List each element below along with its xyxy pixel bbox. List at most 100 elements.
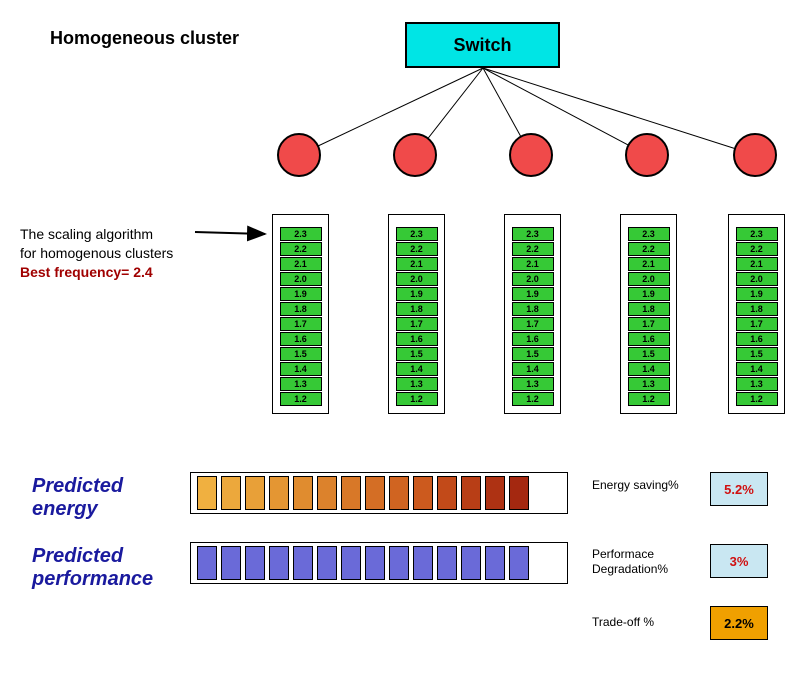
frequency-cell: 2.1 [628, 257, 670, 271]
frequency-cell: 1.7 [512, 317, 554, 331]
energy-bar-segment [365, 476, 385, 510]
frequency-cell: 2.3 [396, 227, 438, 241]
frequency-cell: 1.5 [512, 347, 554, 361]
frequency-cell: 1.7 [628, 317, 670, 331]
cluster-node [625, 133, 669, 177]
energy-bar-segment [317, 476, 337, 510]
energy-bar-segment [197, 476, 217, 510]
frequency-cell: 1.7 [280, 317, 322, 331]
frequency-cell: 1.5 [736, 347, 778, 361]
frequency-cell: 2.0 [628, 272, 670, 286]
frequency-cell: 1.4 [512, 362, 554, 376]
energy-saving-value: 5.2% [724, 482, 754, 497]
frequency-cell: 2.0 [736, 272, 778, 286]
frequency-cell: 2.3 [736, 227, 778, 241]
tradeoff-text: Trade-off % [592, 615, 654, 629]
frequency-cell: 1.7 [396, 317, 438, 331]
frequency-cell: 1.3 [512, 377, 554, 391]
frequency-cell: 1.8 [512, 302, 554, 316]
frequency-cell: 1.4 [736, 362, 778, 376]
cluster-node [509, 133, 553, 177]
diagram-title: Homogeneous cluster [50, 28, 239, 49]
frequency-cell: 2.3 [512, 227, 554, 241]
predicted-energy-bar [190, 472, 568, 514]
frequency-cell: 2.2 [736, 242, 778, 256]
frequency-cell: 1.7 [736, 317, 778, 331]
performance-bar-segment [197, 546, 217, 580]
frequency-cell: 2.2 [628, 242, 670, 256]
tradeoff-label: Trade-off % [592, 615, 692, 630]
frequency-column: 2.32.22.12.01.91.81.71.61.51.41.31.2 [272, 214, 329, 414]
frequency-cell: 1.9 [736, 287, 778, 301]
frequency-cell: 2.1 [280, 257, 322, 271]
frequency-cell: 2.2 [396, 242, 438, 256]
performance-bar-segment [269, 546, 289, 580]
frequency-cell: 2.2 [512, 242, 554, 256]
tradeoff-box: 2.2% [710, 606, 768, 640]
frequency-cell: 1.9 [396, 287, 438, 301]
performance-bar-segment [317, 546, 337, 580]
algo-line1: The scaling algorithm [20, 226, 153, 242]
frequency-column: 2.32.22.12.01.91.81.71.61.51.41.31.2 [504, 214, 561, 414]
frequency-cell: 1.3 [280, 377, 322, 391]
energy-bar-segment [245, 476, 265, 510]
energy-saving-label: Energy saving% [592, 478, 692, 493]
perf-degradation-label: Performace Degradation% [592, 547, 702, 577]
energy-bar-segment [509, 476, 529, 510]
frequency-cell: 1.4 [628, 362, 670, 376]
tradeoff-value: 2.2% [724, 616, 754, 631]
frequency-cell: 1.8 [628, 302, 670, 316]
frequency-cell: 1.6 [736, 332, 778, 346]
energy-bar-segment [341, 476, 361, 510]
frequency-cell: 1.5 [628, 347, 670, 361]
cluster-node [393, 133, 437, 177]
frequency-column: 2.32.22.12.01.91.81.71.61.51.41.31.2 [728, 214, 785, 414]
energy-bar-segment [437, 476, 457, 510]
frequency-cell: 1.9 [628, 287, 670, 301]
perf-degradation-value: 3% [730, 554, 749, 569]
predicted-performance-label: Predicted performance [32, 545, 182, 591]
energy-bar-segment [413, 476, 433, 510]
energy-bar-segment [221, 476, 241, 510]
performance-bar-segment [485, 546, 505, 580]
performance-bar-segment [293, 546, 313, 580]
frequency-cell: 1.3 [736, 377, 778, 391]
energy-bar-segment [461, 476, 481, 510]
perf-degradation-text: Performace Degradation% [592, 547, 668, 576]
switch-label: Switch [453, 35, 511, 56]
predicted-energy-label: Predicted energy [32, 475, 162, 521]
frequency-cell: 2.3 [628, 227, 670, 241]
frequency-column: 2.32.22.12.01.91.81.71.61.51.41.31.2 [388, 214, 445, 414]
frequency-cell: 1.2 [280, 392, 322, 406]
frequency-cell: 2.0 [396, 272, 438, 286]
performance-bar-segment [221, 546, 241, 580]
performance-bar-segment [389, 546, 409, 580]
frequency-column: 2.32.22.12.01.91.81.71.61.51.41.31.2 [620, 214, 677, 414]
performance-bar-segment [341, 546, 361, 580]
energy-bar-segment [293, 476, 313, 510]
algo-line2: for homogenous clusters [20, 245, 173, 261]
performance-bar-segment [365, 546, 385, 580]
performance-bar-segment [245, 546, 265, 580]
frequency-cell: 1.5 [396, 347, 438, 361]
frequency-cell: 1.8 [396, 302, 438, 316]
energy-saving-box: 5.2% [710, 472, 768, 506]
energy-bar-segment [389, 476, 409, 510]
performance-bar-segment [509, 546, 529, 580]
cluster-node [277, 133, 321, 177]
best-frequency: Best frequency= 2.4 [20, 264, 153, 280]
frequency-cell: 1.2 [628, 392, 670, 406]
frequency-cell: 2.0 [512, 272, 554, 286]
frequency-cell: 1.3 [628, 377, 670, 391]
performance-bar-segment [461, 546, 481, 580]
frequency-cell: 1.8 [736, 302, 778, 316]
perf-degradation-box: 3% [710, 544, 768, 578]
frequency-cell: 1.6 [396, 332, 438, 346]
energy-bar-segment [269, 476, 289, 510]
frequency-cell: 2.1 [396, 257, 438, 271]
frequency-cell: 1.4 [280, 362, 322, 376]
pred-perf-text: Predicted performance [32, 545, 182, 591]
predicted-performance-bar [190, 542, 568, 584]
frequency-cell: 1.2 [736, 392, 778, 406]
frequency-cell: 2.1 [736, 257, 778, 271]
